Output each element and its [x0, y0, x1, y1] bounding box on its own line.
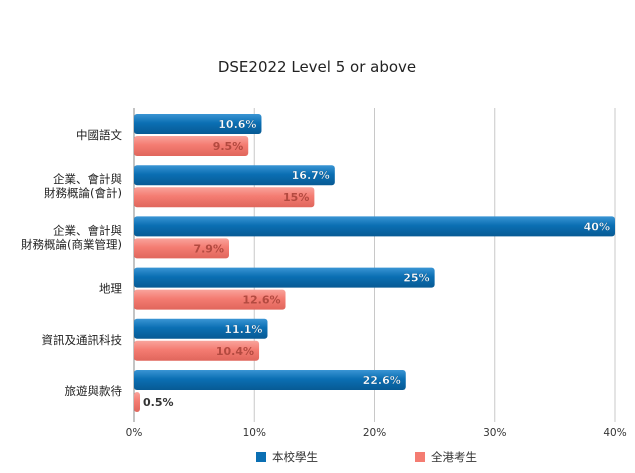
data-label: 0.5%: [143, 396, 174, 409]
x-tick-label: 40%: [603, 427, 626, 439]
category-label: 中國語文: [76, 128, 122, 142]
legend: 本校學生 全港考生: [256, 450, 477, 464]
tick-labels: 0% 10% 20% 30% 40%: [126, 427, 627, 439]
category-label: 旅遊與款待: [65, 384, 123, 398]
bar-school: [134, 114, 262, 134]
data-label: 15%: [283, 191, 309, 204]
bar-school: [134, 216, 615, 237]
data-label: 25%: [403, 272, 429, 285]
bars: 10.6% 9.5% 16.7% 15% 40% 7.9% 25% 12.6% 11.1% 10.…: [134, 114, 615, 412]
legend-label: 本校學生: [272, 450, 318, 464]
data-label: 16.7%: [292, 169, 330, 182]
legend-label: 全港考生: [431, 450, 477, 464]
data-label: 11.1%: [224, 323, 262, 336]
category-label: 企業、會計與: [53, 223, 122, 237]
bar-school: [134, 165, 335, 186]
bar-hk: [134, 289, 286, 310]
bar-hk: [134, 136, 249, 156]
category-label: 企業、會計與: [53, 172, 122, 186]
data-label: 40%: [584, 220, 610, 233]
x-tick-label: 20%: [363, 427, 386, 439]
category-label: 地理: [99, 282, 122, 296]
category-label: 財務概論(商業管理): [21, 237, 122, 251]
x-tick-label: 10%: [243, 427, 266, 439]
category-label: 資訊及通訊科技: [42, 333, 123, 347]
category-labels: 中國語文企業、會計與財務概論(會計)企業、會計與財務概論(商業管理)地理資訊及通…: [21, 128, 122, 398]
data-label: 9.5%: [213, 140, 244, 153]
data-label: 10.4%: [216, 345, 254, 358]
bar-school: [134, 318, 268, 339]
legend-swatch: [415, 452, 425, 462]
category-label: 財務概論(會計): [44, 186, 122, 200]
legend-swatch: [256, 452, 266, 462]
data-label: 22.6%: [363, 374, 401, 387]
data-label: 10.6%: [218, 118, 256, 131]
bar-hk: [134, 340, 260, 361]
bar-school: [134, 370, 406, 390]
data-label: 12.6%: [242, 294, 280, 307]
bar-school: [134, 267, 435, 288]
x-tick-label: 30%: [483, 427, 506, 439]
bar-hk: [134, 238, 229, 259]
bar-hk: [134, 187, 315, 208]
chart-title: DSE2022 Level 5 or above: [218, 58, 416, 76]
data-label: 7.9%: [193, 242, 224, 255]
bar-hk: [134, 392, 141, 412]
x-tick-label: 0%: [126, 427, 143, 439]
